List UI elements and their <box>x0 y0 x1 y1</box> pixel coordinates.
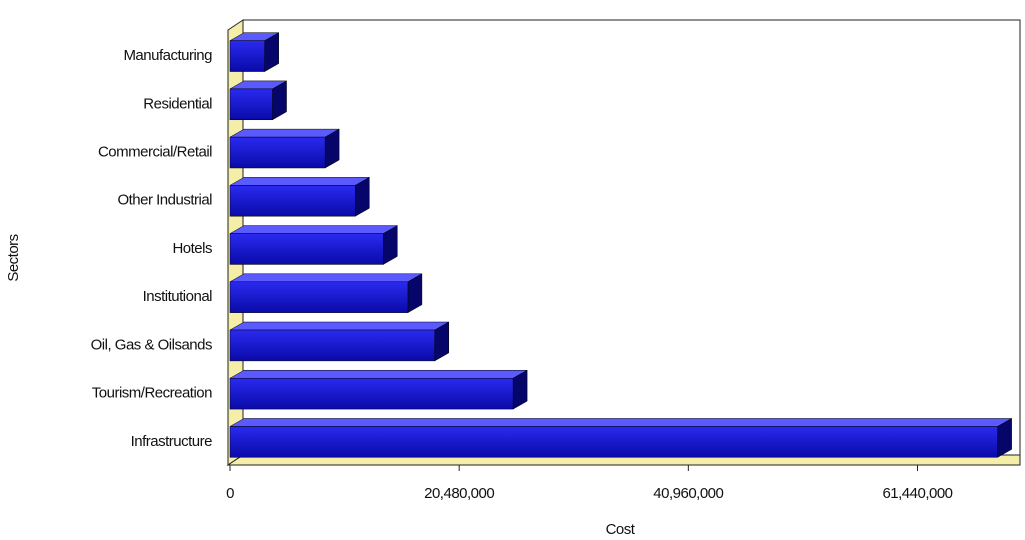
y-tick-label: Institutional <box>143 288 213 305</box>
y-tick-label: Oil, Gas & Oilsands <box>91 336 212 353</box>
bar-top <box>229 225 399 234</box>
bar-top <box>229 177 371 186</box>
x-tick-label: 61,440,000 <box>882 485 952 502</box>
y-axis-title: Sectors <box>5 234 22 281</box>
y-tick-label: Manufacturing <box>123 47 212 64</box>
bar <box>229 40 265 72</box>
bar-top <box>229 273 423 283</box>
x-tick-label: 0 <box>226 485 234 502</box>
plot-border <box>243 19 1021 455</box>
bar-top <box>229 418 1013 427</box>
bar-top <box>229 369 529 379</box>
bar-top <box>229 321 450 331</box>
y-tick-label: Infrastructure <box>131 433 213 450</box>
bar <box>229 426 998 458</box>
x-tick-label: 20,480,000 <box>424 485 494 502</box>
x-tick-label: 40,960,000 <box>653 485 723 502</box>
y-tick-label: Commercial/Retail <box>98 144 212 161</box>
y-tick-label: Residential <box>143 95 212 112</box>
bar <box>229 185 356 217</box>
y-tick-label: Hotels <box>172 240 212 257</box>
bar-top <box>229 128 341 138</box>
bar <box>229 377 514 410</box>
bar <box>229 329 436 362</box>
y-tick-label: Other Industrial <box>117 192 212 209</box>
y-tick-label: Tourism/Recreation <box>92 385 212 402</box>
bar <box>229 281 409 313</box>
x-axis-title: Cost <box>606 521 636 538</box>
bar <box>229 233 384 265</box>
bar <box>229 88 273 121</box>
bar <box>229 136 326 169</box>
